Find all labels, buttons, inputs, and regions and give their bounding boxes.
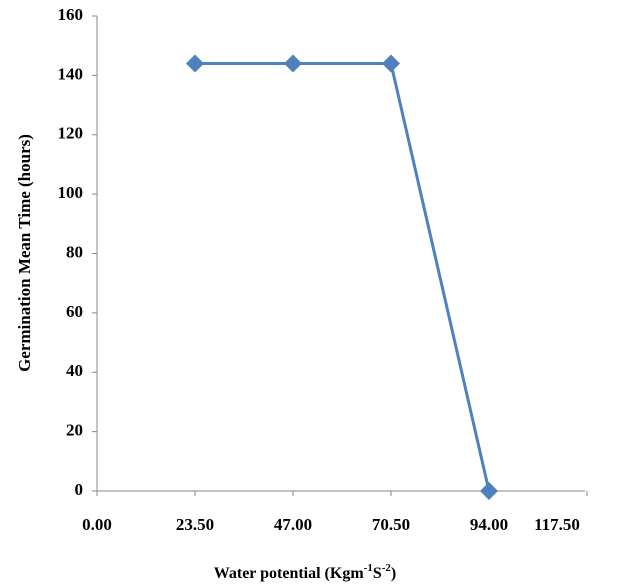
marker: [382, 54, 400, 73]
x-label-text: ): [391, 565, 396, 582]
x-label-text: Water potential (Kgm: [214, 565, 365, 582]
x-label-text: S: [373, 565, 382, 582]
x-label-sup: -2: [382, 562, 392, 574]
marker: [480, 482, 498, 500]
x-tick-label: 47.00: [274, 515, 312, 534]
y-tick-label: 40: [66, 361, 83, 380]
x-label-sup: -1: [364, 562, 373, 574]
y-tick-label: 80: [66, 242, 83, 261]
x-tick-label: 23.50: [176, 515, 214, 534]
marker: [186, 54, 204, 73]
y-tick-label: 0: [75, 480, 84, 499]
x-tick-label: 117.50: [534, 515, 580, 534]
y-tick-label: 60: [66, 302, 83, 321]
y-tick-label: 120: [58, 124, 84, 143]
y-tick-label: 140: [58, 64, 84, 83]
x-tick-label: 94.00: [470, 515, 508, 534]
y-tick-label: 100: [58, 183, 84, 202]
y-tick-label: 160: [58, 5, 84, 24]
x-tick-label: 0.00: [82, 515, 112, 534]
x-tick-label: 70.50: [372, 515, 410, 534]
x-axis-label: Water potential (Kgm-1S-2): [214, 562, 396, 582]
marker: [284, 54, 302, 73]
series-line: [195, 62, 491, 492]
y-axis-label: Germination Mean Time (hours): [15, 134, 34, 372]
y-tick-label: 20: [66, 421, 83, 440]
